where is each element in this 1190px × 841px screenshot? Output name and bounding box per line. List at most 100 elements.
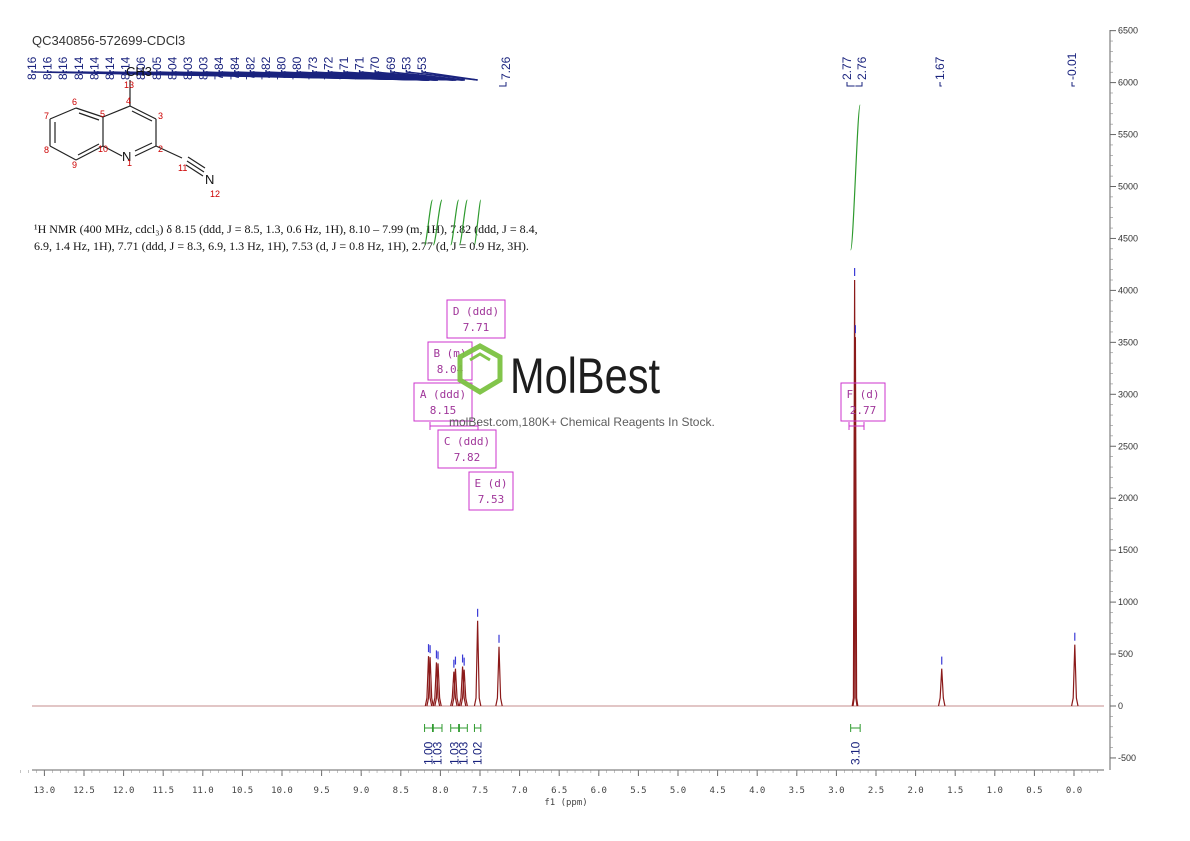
spectrum-peak — [473, 620, 482, 707]
peak-label: 8.03 — [197, 56, 211, 80]
spectrum-peak-group — [424, 268, 1079, 707]
multiplet-box — [446, 299, 506, 339]
peak-label: 7.84 — [228, 56, 242, 80]
peak-label-connector — [939, 82, 942, 87]
spectrum-peak — [451, 668, 460, 707]
multiplet-box — [427, 341, 473, 381]
x-tick-label: 7.0 — [511, 786, 527, 796]
atom-number-10: 10 — [98, 144, 108, 154]
y-tick-label: 5500 — [1118, 130, 1138, 140]
peak-label: 8.14 — [119, 56, 133, 80]
integral-curve-group — [423, 104, 861, 251]
peak-label: 8.03 — [181, 56, 195, 80]
peak-label-connector — [499, 82, 507, 87]
x-tick-label: 10.5 — [232, 786, 254, 796]
x-tick-label: 13.0 — [34, 786, 56, 796]
y-tick-label: -500 — [1118, 753, 1136, 763]
spectrum-peak — [432, 662, 441, 707]
x-tick-label: 12.0 — [113, 786, 135, 796]
methyl-group-label: CH3 — [126, 64, 152, 79]
peak-label: 8.04 — [165, 56, 179, 80]
peak-label: 7.82 — [243, 56, 257, 80]
peak-label: 8.16 — [25, 56, 39, 80]
integral-value: 3.10 — [848, 741, 862, 765]
integral-curve — [432, 199, 443, 246]
peak-label: 7.71 — [337, 56, 351, 80]
watermark: MolBest molBest.com,180K+ Chemical Reage… — [449, 343, 715, 429]
spectrum-peak — [495, 646, 503, 707]
peak-label: 7.80 — [290, 56, 304, 80]
integral-curve — [423, 199, 434, 246]
nmr-description-line-1: ¹H NMR (400 MHz, cdcl₃) δ 8.15 (ddd, J =… — [34, 222, 538, 236]
x-tick-label: 2.5 — [868, 786, 884, 796]
multiplet-shift: 7.71 — [463, 321, 490, 334]
peak-label-connector — [855, 82, 863, 87]
integral-curve — [473, 199, 482, 246]
peak-label: 7.84 — [212, 56, 226, 80]
y-tick-label: 4500 — [1118, 233, 1138, 243]
x-tick-label: 12.5 — [73, 786, 95, 796]
peak-label: 8.14 — [87, 56, 101, 80]
multiplet-box — [437, 429, 497, 469]
peak-label: 7.80 — [275, 56, 289, 80]
y-tick-label: 2000 — [1118, 493, 1138, 503]
peak-label: 7.73 — [306, 56, 320, 80]
multiplet-box — [468, 471, 514, 511]
y-tick-label: 5000 — [1118, 182, 1138, 192]
spectrum-peak — [852, 337, 859, 707]
y-tick-label: 1000 — [1118, 597, 1138, 607]
atom-number-13: 13 — [124, 80, 134, 90]
peak-label: 8.14 — [72, 56, 86, 80]
x-tick-label: 6.0 — [591, 786, 607, 796]
integral-curve — [450, 199, 460, 246]
peak-label: -0.01 — [1065, 52, 1079, 80]
peak-label-connector — [390, 70, 466, 81]
multiplet-box-group: D (ddd)7.71B (m)8.04A (ddd)8.15C (ddd)7.… — [413, 299, 886, 511]
peak-label: 7.72 — [321, 56, 335, 80]
x-tick-label: 6.5 — [551, 786, 567, 796]
atom-number-8: 8 — [44, 145, 49, 155]
peak-label: 7.69 — [384, 56, 398, 80]
multiplet-shift: 7.53 — [478, 493, 505, 506]
spectrum-peak — [937, 668, 946, 707]
peak-label: 7.71 — [353, 56, 367, 80]
integral-value: 1.03 — [456, 741, 470, 765]
chemical-structure: N N CH3 1 2 3 4 5 6 7 8 9 10 11 12 13 — [44, 64, 220, 199]
x-tick-label: 1.5 — [947, 786, 963, 796]
spectrum-peak — [1071, 644, 1079, 707]
multiplet-shift: 2.77 — [850, 404, 877, 417]
x-tick-label: 9.0 — [353, 786, 369, 796]
atom-number-7: 7 — [44, 111, 49, 121]
nmr-description-line-2: 6.9, 1.4 Hz, 1H), 7.71 (ddd, J = 8.3, 6.… — [34, 239, 529, 253]
x-tick-label: 0.5 — [1026, 786, 1042, 796]
x-tick-label: 0.0 — [1066, 786, 1082, 796]
x-tick-label: 8.5 — [393, 786, 409, 796]
integral-value: 1.02 — [471, 741, 485, 765]
y-tick-label: 0 — [1118, 701, 1123, 711]
peak-label: 7.82 — [259, 56, 273, 80]
peak-label-connector — [1071, 82, 1075, 87]
peak-label: 8.16 — [56, 56, 70, 80]
spectrum-peak — [851, 280, 858, 707]
x-tick-label: 9.5 — [313, 786, 329, 796]
x-tick-label: 7.5 — [472, 786, 488, 796]
multiplet-header: C (ddd) — [444, 435, 490, 448]
peak-label: 2.77 — [840, 56, 854, 80]
spectrum-peak — [450, 671, 458, 707]
peak-label-connector — [405, 70, 478, 81]
integral-group: 1.001.03 1.031.03 1.02 3.10 — [422, 724, 862, 765]
x-tick-label: 4.0 — [749, 786, 765, 796]
x-tick-group: 13.0 12.5 12.0 11.5 11.0 10.5 10.0 9.5 9.0 8.5 8.0… — [20, 770, 1099, 796]
peak-label: 2.76 — [855, 56, 869, 80]
x-tick-label: 8.0 — [432, 786, 448, 796]
multiplet-box — [840, 382, 886, 422]
peak-label-connector — [421, 70, 478, 81]
peak-label: 8.05 — [150, 56, 164, 80]
multiplet-header: D (ddd) — [453, 305, 499, 318]
peak-label: 7.53 — [399, 56, 413, 80]
peak-label: 8.06 — [134, 56, 148, 80]
peak-label: 7.26 — [499, 56, 513, 80]
x-tick-label: 3.5 — [789, 786, 805, 796]
atom-number-4: 4 — [126, 96, 131, 106]
x-tick-label: 1.0 — [987, 786, 1003, 796]
